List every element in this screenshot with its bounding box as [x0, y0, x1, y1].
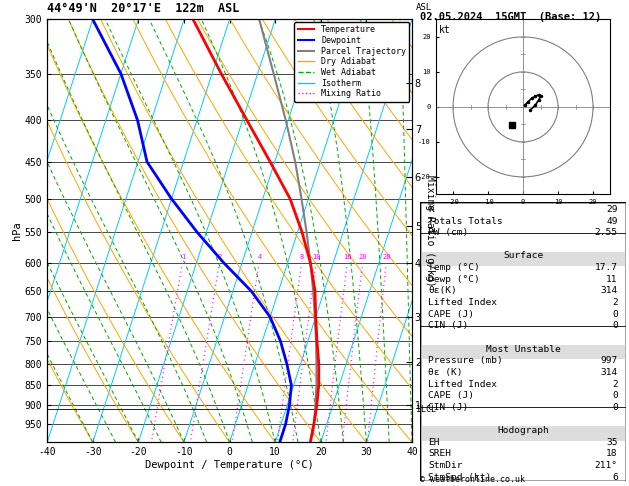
Text: 2: 2	[218, 254, 222, 260]
Text: kt: kt	[439, 25, 451, 35]
Text: 211°: 211°	[594, 461, 618, 470]
Text: Lifted Index: Lifted Index	[428, 298, 498, 307]
Bar	[420, 426, 626, 441]
Text: PW (cm): PW (cm)	[428, 228, 469, 237]
Text: EH: EH	[428, 438, 440, 447]
Text: StmDir: StmDir	[428, 461, 463, 470]
Text: Dewp (°C): Dewp (°C)	[428, 275, 480, 284]
Text: CAPE (J): CAPE (J)	[428, 310, 474, 319]
Text: θε(K): θε(K)	[428, 286, 457, 295]
Text: 35: 35	[606, 438, 618, 447]
Text: 44°49'N  20°17'E  122m  ASL: 44°49'N 20°17'E 122m ASL	[47, 2, 240, 15]
Text: Surface: Surface	[503, 251, 543, 260]
Text: Lifted Index: Lifted Index	[428, 380, 498, 388]
Text: 11: 11	[606, 275, 618, 284]
Text: 0: 0	[612, 391, 618, 400]
Text: 16: 16	[343, 254, 352, 260]
Text: 1LCL: 1LCL	[416, 405, 436, 414]
Bar	[420, 345, 626, 360]
Text: SREH: SREH	[428, 450, 452, 458]
Text: 0: 0	[612, 321, 618, 330]
Bar	[420, 252, 626, 266]
Text: CIN (J): CIN (J)	[428, 321, 469, 330]
Text: 28: 28	[382, 254, 391, 260]
Text: 1: 1	[181, 254, 185, 260]
Text: km
ASL: km ASL	[416, 0, 432, 13]
Text: 2: 2	[612, 298, 618, 307]
Text: Totals Totals: Totals Totals	[428, 217, 503, 226]
Text: K: K	[428, 205, 434, 214]
Text: StmSpd (kt): StmSpd (kt)	[428, 473, 492, 482]
Text: © weatheronline.co.uk: © weatheronline.co.uk	[420, 474, 525, 484]
Text: Most Unstable: Most Unstable	[486, 345, 560, 354]
Text: 02.05.2024  15GMT  (Base: 12): 02.05.2024 15GMT (Base: 12)	[420, 12, 601, 22]
Text: 0: 0	[612, 310, 618, 319]
Text: 17.7: 17.7	[594, 263, 618, 272]
Text: Pressure (mb): Pressure (mb)	[428, 356, 503, 365]
Text: 6: 6	[612, 473, 618, 482]
Text: 997: 997	[600, 356, 618, 365]
Text: 2.55: 2.55	[594, 228, 618, 237]
Legend: Temperature, Dewpoint, Parcel Trajectory, Dry Adiabat, Wet Adiabat, Isotherm, Mi: Temperature, Dewpoint, Parcel Trajectory…	[294, 22, 409, 102]
Text: 49: 49	[606, 217, 618, 226]
Text: 29: 29	[606, 205, 618, 214]
Text: 8: 8	[300, 254, 304, 260]
Y-axis label: Mixing Ratio (g/kg): Mixing Ratio (g/kg)	[425, 175, 435, 287]
Text: CAPE (J): CAPE (J)	[428, 391, 474, 400]
Text: 314: 314	[600, 286, 618, 295]
Y-axis label: hPa: hPa	[12, 222, 22, 240]
Text: 10: 10	[312, 254, 321, 260]
Text: 18: 18	[606, 450, 618, 458]
Text: 2: 2	[612, 380, 618, 388]
Text: CIN (J): CIN (J)	[428, 403, 469, 412]
Text: 4: 4	[257, 254, 262, 260]
Text: Temp (°C): Temp (°C)	[428, 263, 480, 272]
Text: 0: 0	[612, 403, 618, 412]
Text: θε (K): θε (K)	[428, 368, 463, 377]
Text: 314: 314	[600, 368, 618, 377]
X-axis label: Dewpoint / Temperature (°C): Dewpoint / Temperature (°C)	[145, 460, 314, 470]
Text: 20: 20	[359, 254, 367, 260]
Text: Hodograph: Hodograph	[497, 426, 549, 435]
